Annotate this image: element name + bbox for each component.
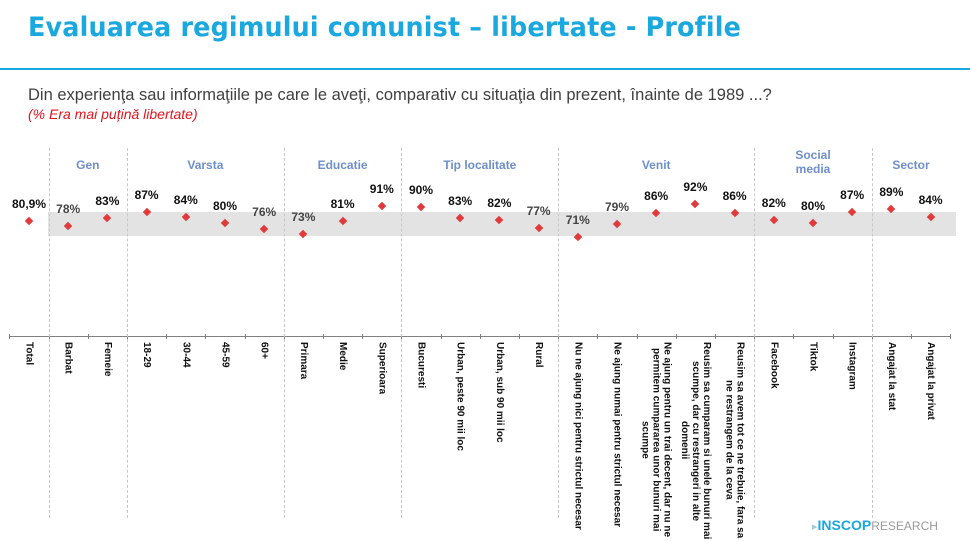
data-value-label: 82% <box>761 195 786 210</box>
axis-tick <box>519 334 520 339</box>
group-separator <box>48 148 50 518</box>
axis-tick <box>244 334 246 339</box>
category-label: Medie <box>337 342 349 371</box>
category-label: 60+ <box>258 342 270 359</box>
data-value-label: 80% <box>800 198 826 213</box>
data-value-label: 71% <box>565 213 590 227</box>
group-label: Varsta <box>187 158 224 172</box>
data-point-marker <box>691 199 700 209</box>
group-label: Gen <box>76 158 100 172</box>
axis-tick <box>479 334 481 339</box>
category-label: 45-59 <box>219 342 231 368</box>
group-separator <box>401 148 403 518</box>
axis-tick <box>950 334 952 339</box>
data-value-label: 77% <box>526 203 551 218</box>
category-label: Nu ne ajung nici pentru strictul necesar <box>572 342 584 530</box>
group-label: Venit <box>641 158 671 172</box>
data-value-label: 84% <box>918 192 943 207</box>
data-value-label: 87% <box>134 187 159 202</box>
data-value-label: 91% <box>369 181 394 196</box>
group-label: Educatie <box>317 158 368 172</box>
data-point-marker <box>377 201 387 210</box>
reference-band <box>48 212 956 236</box>
data-value-label: 89% <box>879 184 904 199</box>
category-label: Reusim sa avem tot ce ne trebuie, fara s… <box>723 342 746 539</box>
category-label: Femeie <box>101 342 113 377</box>
axis-tick <box>832 334 834 339</box>
group-label: Tip localitate <box>443 158 517 172</box>
category-label: Angajat la privat <box>925 342 937 420</box>
data-value-label: 80,9% <box>11 197 47 212</box>
inscop-logo: ▸INSCOPRESEARCH <box>812 517 938 533</box>
data-point-marker <box>416 202 426 212</box>
data-value-label: 83% <box>448 194 473 209</box>
category-label: Total <box>23 342 35 366</box>
data-value-label: 82% <box>487 195 512 210</box>
x-axis <box>9 336 950 337</box>
category-label: Tiktok <box>807 342 819 372</box>
category-label: Rural <box>533 342 545 368</box>
axis-tick <box>675 334 677 339</box>
axis-tick <box>323 334 324 339</box>
measure-subtitle: (% Era mai puțină libertate) <box>28 106 198 122</box>
group-separator <box>127 148 128 518</box>
category-label: Urban, peste 90 mii loc <box>454 342 466 451</box>
title-divider <box>0 68 970 70</box>
axis-tick <box>911 334 912 339</box>
axis-tick <box>715 334 716 339</box>
group-separator <box>558 148 560 518</box>
axis-tick <box>440 334 442 339</box>
logo-mark-icon: ▸ <box>812 521 818 533</box>
axis-tick <box>793 334 795 339</box>
category-label: Facebook <box>768 342 780 389</box>
data-value-label: 76% <box>252 205 277 220</box>
group-label: Social media <box>795 148 831 176</box>
data-point-marker <box>24 217 34 226</box>
group-label: Sector <box>892 158 930 172</box>
category-label: 30-44 <box>180 342 192 368</box>
data-value-label: 84% <box>173 192 198 207</box>
data-value-label: 86% <box>644 189 669 204</box>
page-title: Evaluarea regimului comunist – libertate… <box>28 12 742 43</box>
category-label: Instagram <box>846 342 858 390</box>
category-label: Superioara <box>376 342 388 395</box>
category-label: Barbat <box>62 342 74 374</box>
data-value-label: 80% <box>212 198 238 213</box>
data-value-label: 92% <box>683 180 708 194</box>
axis-tick <box>636 334 638 339</box>
survey-question: Din experienţa sau informaţiile pe care … <box>28 86 772 104</box>
category-label: Angajat la stat <box>885 342 897 411</box>
data-value-label: 79% <box>604 200 630 215</box>
axis-tick <box>166 334 168 339</box>
category-label: Primara <box>297 342 309 380</box>
group-separator <box>754 148 756 518</box>
data-value-label: 86% <box>722 189 747 204</box>
category-label: Urban, sub 90 mii loc <box>493 342 505 443</box>
category-label: Reusim sa cumparam si unele bunuri mai s… <box>678 342 712 540</box>
axis-tick <box>9 334 11 339</box>
data-value-label: 83% <box>95 194 120 209</box>
category-label: 18-29 <box>141 342 153 368</box>
category-label: Bucuresti <box>415 342 427 389</box>
group-separator <box>283 148 285 518</box>
category-label: Ne ajung numai pentru strictul necesar <box>611 342 623 528</box>
data-value-label: 81% <box>330 197 355 212</box>
data-value-label: 73% <box>291 209 316 224</box>
axis-tick <box>87 334 89 339</box>
logo-brand: INSCOP <box>817 517 872 533</box>
data-value-label: 78% <box>56 202 81 216</box>
category-label: Ne ajung pentru un trai decent, dar nu n… <box>639 342 673 538</box>
logo-suffix: RESEARCH <box>871 519 938 533</box>
axis-tick <box>597 334 599 339</box>
axis-tick <box>205 334 207 339</box>
data-value-label: 87% <box>840 187 865 202</box>
data-value-label: 90% <box>408 183 434 198</box>
axis-tick <box>362 334 364 339</box>
group-separator <box>871 148 873 518</box>
